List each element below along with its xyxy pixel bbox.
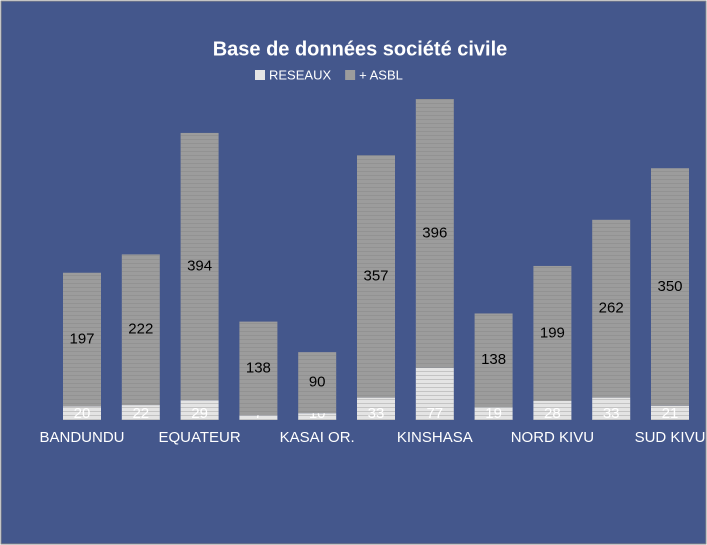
x-tick-label: BANDUNDU [39,429,124,446]
bar-texture [415,367,454,420]
data-label: 22 [132,405,149,422]
data-label: 28 [544,405,561,422]
data-label: 29 [191,405,208,422]
bar-texture [180,132,219,401]
x-tick-label: SUD KIVU [635,429,706,446]
x-tick-label: KASAI OR. [280,429,355,446]
data-label: 197 [69,331,94,348]
data-label: 394 [187,258,212,275]
bar-texture [121,254,160,406]
bar-texture [357,155,395,398]
legend-label: + ASBL [359,67,403,82]
legend-label: RESEAUX [269,67,331,82]
bar-texture [63,406,101,420]
data-label: 357 [363,267,388,284]
data-label: 77 [426,405,443,422]
bar-texture [121,405,160,420]
bar-texture [651,168,689,406]
bar-texture [239,321,278,416]
data-label: 138 [246,359,271,376]
data-label: 199 [540,324,565,341]
chart-title: Base de données société civile [213,38,508,60]
bar-texture [415,99,454,368]
bar-texture [357,397,395,420]
data-label: 21 [662,405,679,422]
bar-texture [239,415,278,420]
data-label: 222 [128,321,153,338]
bar-texture [474,407,513,420]
data-label: 138 [481,351,506,368]
bar-texture [533,400,572,420]
x-tick-label: KINSHASA [397,429,473,446]
data-label: 19 [485,405,502,422]
data-label: 262 [599,300,624,317]
data-label: 33 [368,405,385,422]
data-label: 90 [309,374,326,391]
x-tick-label: NORD KIVU [511,429,594,446]
bar-texture [592,219,631,398]
bar-texture [63,272,101,407]
bar-texture [180,400,219,420]
bar-texture [474,313,513,408]
data-label: 396 [422,224,447,241]
bar-texture [533,265,572,401]
bar-texture [592,397,631,420]
data-label: 350 [657,278,682,295]
legend-swatch [345,70,356,80]
data-label: 20 [74,405,91,422]
bar-texture [298,413,337,420]
data-label: 33 [603,405,620,422]
legend-swatch [255,70,265,80]
bar-texture [651,405,689,420]
bar-texture [298,352,337,414]
x-tick-label: EQUATEUR [158,429,240,446]
